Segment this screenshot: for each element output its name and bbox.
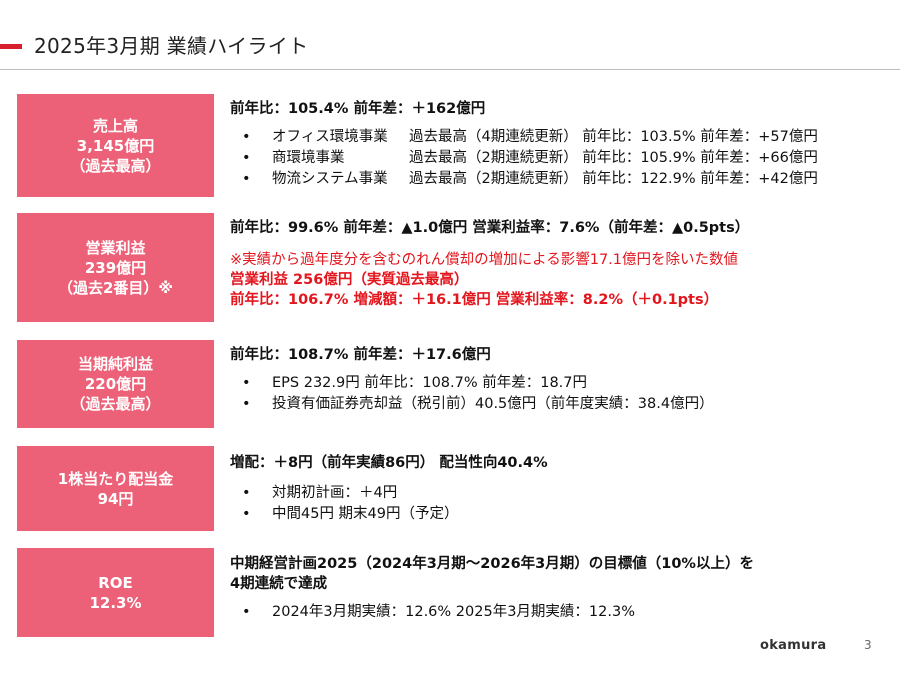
operating-adjusted-2: 前年比：106.7% 増減額：＋16.1億円 営業利益率：8.2%（＋0.1pt…: [230, 292, 719, 308]
roe-content: 中期経営計画2025（2024年3月期～2026年3月期）の目標値（10%以上）…: [230, 554, 895, 623]
net-headline: 前年比：108.7% 前年差：＋17.6億円: [230, 347, 491, 363]
roe-box-line-2: 12.3%: [89, 593, 142, 612]
net-income-box: 当期純利益 220億円 （過去最高）: [17, 340, 214, 428]
dividend-headline: 増配：＋8円（前年実績86円） 配当性向40.4%: [230, 455, 548, 471]
dividend-box-line-1: 1株当たり配当金: [57, 469, 174, 488]
net-income-content: 前年比：108.7% 前年差：＋17.6億円 EPS 232.9円 前年比：10…: [230, 345, 895, 415]
operating-adjusted-1: 営業利益 256億円（実質過去最高）: [230, 272, 469, 288]
roe-headline-1: 中期経営計画2025（2024年3月期～2026年3月期）の目標値（10%以上）…: [230, 556, 754, 572]
list-item: 2024年3月期実績：12.6% 2025年3月期実績：12.3%: [230, 602, 895, 623]
dividend-box-line-2: 94円: [97, 489, 134, 508]
segment-name: 商環境事業: [272, 150, 345, 166]
sales-content: 前年比：105.4% 前年差：＋162億円 オフィス環境事業 過去最高（4期連続更…: [230, 99, 895, 190]
page-title: 2025年3月期 業績ハイライト: [34, 34, 309, 58]
segment-detail: 過去最高（2期連続更新） 前年比：105.9% 前年差：+66億円: [409, 150, 818, 166]
title-accent-bar: [0, 44, 22, 49]
list-item: EPS 232.9円 前年比：108.7% 前年差：18.7円: [230, 373, 895, 394]
segment-name: オフィス環境事業: [272, 129, 388, 145]
page-number: 3: [864, 638, 872, 652]
dividend-box: 1株当たり配当金 94円: [17, 446, 214, 531]
sales-box-line-2: 3,145億円: [76, 136, 155, 155]
roe-box: ROE 12.3%: [17, 548, 214, 637]
segment-detail: 過去最高（2期連続更新） 前年比：122.9% 前年差：+42億円: [409, 171, 818, 187]
title-divider: [0, 69, 900, 70]
sales-list: オフィス環境事業 過去最高（4期連続更新） 前年比：103.5% 前年差：+57億…: [230, 127, 895, 190]
list-item: 物流システム事業 過去最高（2期連続更新） 前年比：122.9% 前年差：+42億…: [230, 169, 895, 190]
list-item: 商環境事業 過去最高（2期連続更新） 前年比：105.9% 前年差：+66億円: [230, 148, 895, 169]
operating-box: 営業利益 239億円 （過去2番目）※: [17, 213, 214, 322]
sales-box: 売上高 3,145億円 （過去最高）: [17, 94, 214, 197]
operating-box-line-1: 営業利益: [85, 238, 146, 257]
sales-headline: 前年比：105.4% 前年差：＋162億円: [230, 101, 486, 117]
sales-box-line-1: 売上高: [92, 116, 138, 135]
roe-list: 2024年3月期実績：12.6% 2025年3月期実績：12.3%: [230, 602, 895, 623]
operating-note: ※実績から過年度分を含むのれん償却の増加による影響17.1億円を除いた数値: [230, 252, 738, 268]
dividend-content: 増配：＋8円（前年実績86円） 配当性向40.4% 対期初計画：＋4円 中間45…: [230, 453, 895, 525]
net-box-line-2: 220億円: [84, 375, 147, 393]
segment-detail: 過去最高（4期連続更新） 前年比：103.5% 前年差：+57億円: [409, 129, 818, 145]
dividend-list: 対期初計画：＋4円 中間45円 期末49円（予定）: [230, 483, 895, 525]
operating-box-line-3: （過去2番目）※: [57, 278, 174, 297]
operating-headline: 前年比：99.6% 前年差：▲1.0億円 営業利益率：7.6%（前年差：▲0.5…: [230, 220, 750, 236]
net-box-line-1: 当期純利益: [77, 355, 153, 373]
sales-box-line-3: （過去最高）: [70, 156, 161, 175]
list-item: 中間45円 期末49円（予定）: [230, 504, 895, 525]
list-item: 対期初計画：＋4円: [230, 483, 895, 504]
list-item: 投資有価証券売却益（税引前）40.5億円（前年度実績：38.4億円）: [230, 394, 895, 415]
list-item: オフィス環境事業 過去最高（4期連続更新） 前年比：103.5% 前年差：+57億…: [230, 127, 895, 148]
roe-box-line-1: ROE: [98, 573, 133, 592]
roe-headline-2: 4期連続で達成: [230, 576, 328, 592]
company-logo: okamura: [760, 638, 827, 653]
operating-content: 前年比：99.6% 前年差：▲1.0億円 営業利益率：7.6%（前年差：▲0.5…: [230, 218, 895, 310]
net-box-line-3: （過去最高）: [70, 395, 161, 413]
segment-name: 物流システム事業: [272, 171, 388, 187]
net-list: EPS 232.9円 前年比：108.7% 前年差：18.7円 投資有価証券売却…: [230, 373, 895, 415]
operating-box-line-2: 239億円: [84, 258, 147, 277]
